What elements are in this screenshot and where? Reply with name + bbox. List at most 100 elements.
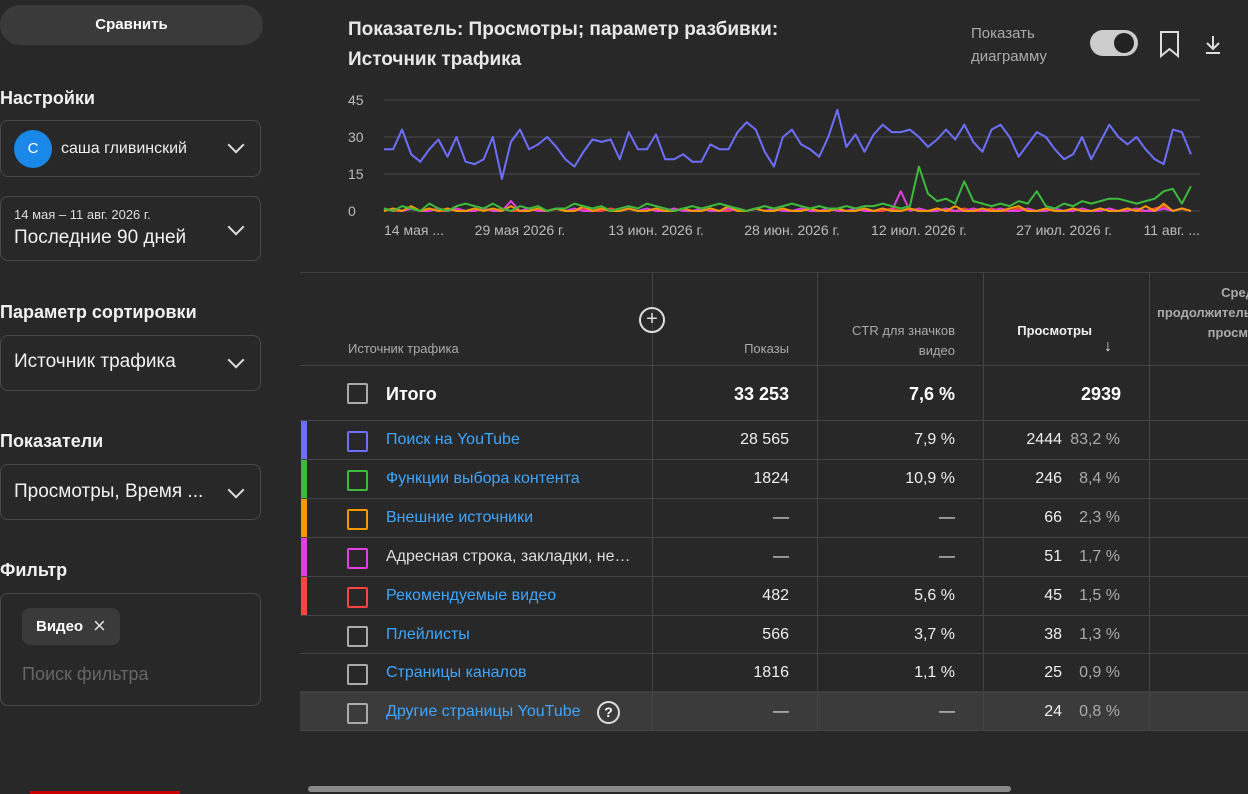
label-line: диаграмму <box>971 48 1047 65</box>
checkbox[interactable] <box>347 509 368 530</box>
metrics-value: Просмотры, Время ... <box>14 481 204 502</box>
total-label: Итого <box>386 384 437 404</box>
checkbox[interactable] <box>347 431 368 452</box>
row-shows: 1816 <box>753 664 789 681</box>
column-divider <box>652 272 653 730</box>
filter-chip[interactable]: Видео × <box>22 608 120 645</box>
filter-label: Фильтр <box>0 560 68 580</box>
row-name[interactable]: Поиск на YouTube <box>386 431 520 448</box>
row-ctr: 7,9 % <box>914 431 955 448</box>
row-shows: 566 <box>762 626 789 643</box>
column-header: Просмотры <box>1017 323 1092 338</box>
date-select[interactable]: 14 мая – 11 авг. 2026 г. Последние 90 дн… <box>0 196 261 261</box>
row-ctr: — <box>939 703 955 720</box>
chip-text: Видео <box>36 618 84 635</box>
row-divider <box>300 498 1248 499</box>
sort-value: Источник трафика <box>14 351 176 372</box>
checkbox[interactable] <box>347 587 368 608</box>
series-stripe <box>301 577 307 615</box>
y-tick-label: 45 <box>348 92 364 108</box>
checkbox[interactable] <box>347 626 368 647</box>
row-share: 83,2 % <box>1070 431 1120 448</box>
column-divider <box>983 272 984 730</box>
row-name[interactable]: Рекомендуемые видео <box>386 587 557 604</box>
account-select[interactable]: С саша гливинский <box>0 120 261 177</box>
x-tick-label: 12 июл. 2026 г. <box>871 222 967 238</box>
row-ctr: 5,6 % <box>914 587 955 604</box>
account-name: саша гливинский <box>61 140 187 157</box>
column-divider <box>817 272 818 730</box>
metrics-select[interactable]: Просмотры, Время ... <box>0 464 261 520</box>
title-line: Источник трафика <box>348 49 522 70</box>
row-shows: — <box>773 509 789 526</box>
series-line <box>383 202 1192 212</box>
sort-arrow: ↓ <box>1104 338 1112 355</box>
row-name[interactable]: Функции выбора контента <box>386 470 580 487</box>
row-share: 0,9 % <box>1079 664 1120 681</box>
bookmark-icon[interactable] <box>1160 31 1179 59</box>
row-divider <box>300 576 1248 577</box>
row-name[interactable]: Плейлисты <box>386 626 470 643</box>
row-share: 0,8 % <box>1079 703 1120 720</box>
row-ctr: 3,7 % <box>914 626 955 643</box>
row-share: 8,4 % <box>1079 470 1120 487</box>
add-column[interactable]: + <box>639 307 665 333</box>
row-ctr: 1,1 % <box>914 664 955 681</box>
filter-input[interactable]: Поиск фильтра <box>22 664 149 684</box>
row-ctr: — <box>939 509 955 526</box>
row-name[interactable]: Страницы каналов <box>386 664 527 681</box>
toggle-knob <box>1114 33 1134 53</box>
series-line <box>383 165 1192 212</box>
show-chart-label: Показать диаграмму <box>971 22 1047 68</box>
column-header: CTR для значков видео <box>852 323 955 358</box>
row-shows: 28 565 <box>740 431 789 448</box>
download-icon[interactable] <box>1206 36 1220 54</box>
row-views: 246 <box>1035 470 1062 487</box>
row-divider <box>300 459 1248 460</box>
row-views: 66 <box>1044 509 1062 526</box>
row-views: 24 <box>1044 703 1062 720</box>
row-views: 51 <box>1044 548 1062 565</box>
series-stripe <box>301 499 307 537</box>
row-views: 38 <box>1044 626 1062 643</box>
date-range: Последние 90 дней <box>14 227 187 248</box>
x-tick-label: 27 июл. 2026 г. <box>1016 222 1112 238</box>
column-header: Источник трафика <box>348 341 459 356</box>
row-divider <box>300 730 1248 731</box>
row-divider <box>300 653 1248 654</box>
avatar: С <box>14 130 52 168</box>
toggle[interactable] <box>1090 30 1138 56</box>
row-share: 1,5 % <box>1079 587 1120 604</box>
row-share: 1,7 % <box>1079 548 1120 565</box>
chevron <box>227 351 245 369</box>
row-name[interactable]: Другие страницы YouTube <box>386 703 581 720</box>
compare-button[interactable]: Сравнить <box>0 5 263 45</box>
header-icons <box>1160 31 1220 59</box>
table <box>300 272 1248 731</box>
row-shows: 482 <box>762 587 789 604</box>
sort-select[interactable]: Источник трафика <box>0 335 261 391</box>
settings-label: Настройки <box>0 88 95 108</box>
series-stripe <box>301 538 307 576</box>
row-share: 1,3 % <box>1079 626 1120 643</box>
chip-close[interactable]: × <box>93 613 106 638</box>
checkbox[interactable] <box>347 383 368 404</box>
checkbox[interactable] <box>347 664 368 685</box>
accent-bar <box>30 791 180 794</box>
series-stripe <box>301 460 307 498</box>
checkbox[interactable] <box>347 470 368 491</box>
checkbox[interactable] <box>347 548 368 569</box>
y-tick-label: 30 <box>348 129 364 145</box>
chart: 0 15 30 45 14 мая ... 29 мая 2026 г. 13 июн. 2… <box>348 92 1200 238</box>
x-tick-label: 28 июн. 2026 г. <box>744 222 840 238</box>
scrollbar[interactable] <box>308 786 1011 792</box>
row-divider <box>300 615 1248 616</box>
checkbox[interactable] <box>347 703 368 724</box>
y-tick-label: 0 <box>348 203 356 219</box>
row-name[interactable]: Внешние источники <box>386 509 534 526</box>
title: Показатель: Просмотры; параметр разбивки… <box>348 20 778 70</box>
series-line <box>383 190 1192 212</box>
row-highlight <box>300 691 1248 730</box>
help-icon[interactable]: ? <box>597 701 620 724</box>
